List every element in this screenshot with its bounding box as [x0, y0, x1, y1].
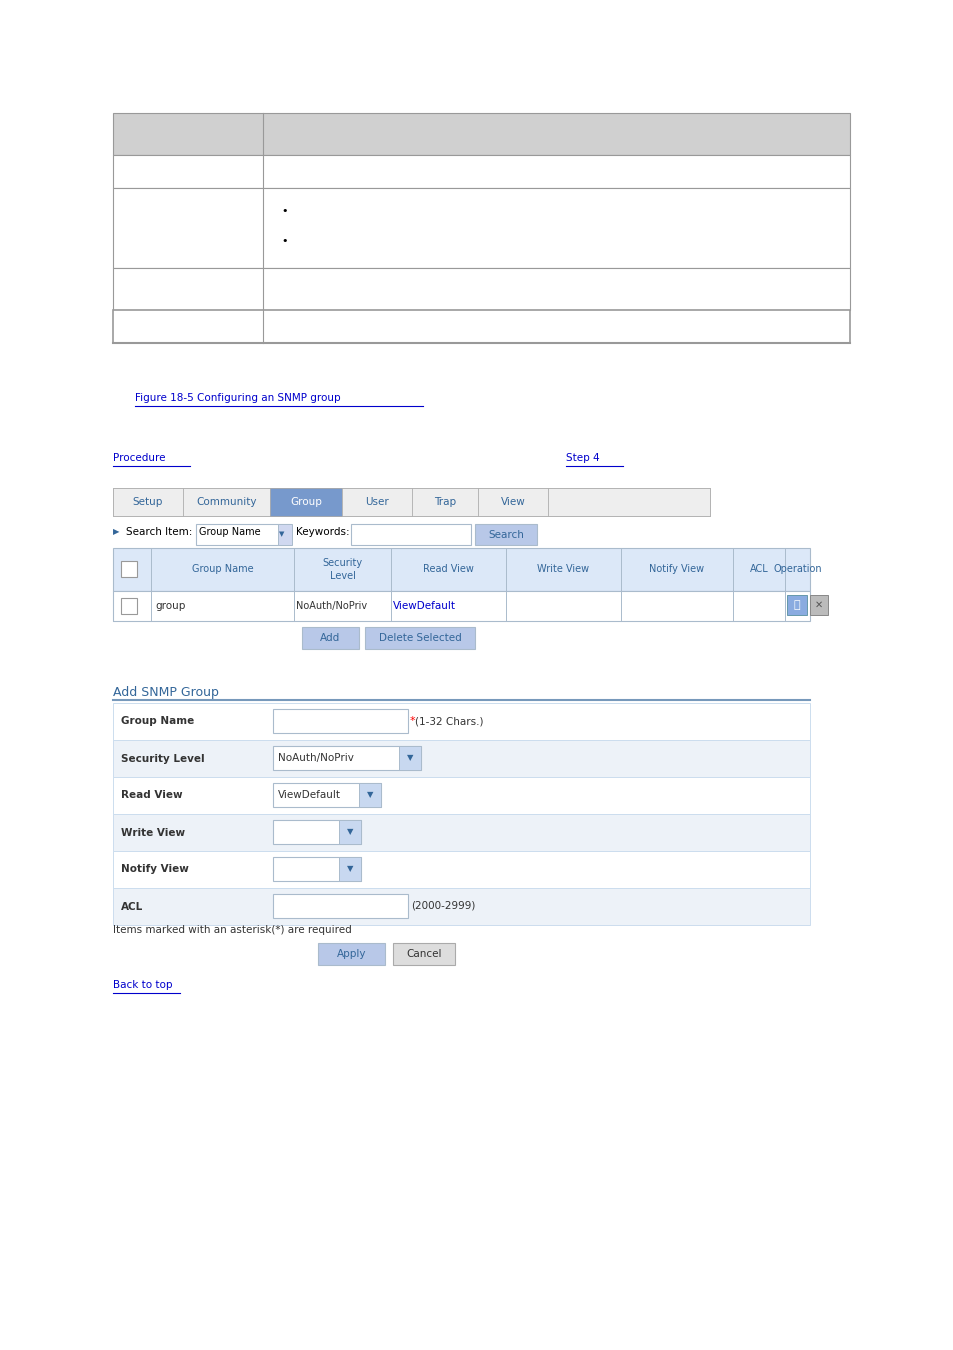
Bar: [112, 814, 809, 850]
Text: ACL: ACL: [749, 564, 767, 575]
Text: Add SNMP Group: Add SNMP Group: [112, 686, 218, 699]
Text: ▼: ▼: [366, 791, 373, 799]
Text: User: User: [365, 497, 389, 508]
Text: ✕: ✕: [814, 599, 822, 610]
Text: Items marked with an asterisk(*) are required: Items marked with an asterisk(*) are req…: [112, 925, 352, 936]
Text: Security Level: Security Level: [121, 753, 204, 764]
Text: Group: Group: [290, 497, 321, 508]
Bar: [273, 709, 408, 733]
Text: Notify View: Notify View: [121, 864, 189, 875]
Bar: [270, 487, 341, 516]
Text: Figure 18-5 Configuring an SNMP group: Figure 18-5 Configuring an SNMP group: [135, 393, 340, 404]
Bar: [302, 626, 358, 649]
Text: Trap: Trap: [434, 497, 456, 508]
Text: •: •: [281, 207, 287, 216]
Text: ▼: ▼: [346, 828, 353, 837]
Bar: [365, 626, 475, 649]
Text: Read View: Read View: [121, 791, 182, 801]
Text: *: *: [410, 716, 416, 726]
Bar: [273, 819, 360, 844]
Bar: [338, 819, 360, 844]
Text: Search: Search: [488, 529, 523, 540]
Bar: [112, 888, 809, 925]
Bar: [809, 595, 827, 616]
Bar: [341, 487, 412, 516]
Text: Notify View: Notify View: [649, 564, 704, 575]
Text: (2000-2999): (2000-2999): [411, 900, 475, 911]
Text: NoAuth/NoPriv: NoAuth/NoPriv: [295, 601, 367, 612]
Bar: [317, 944, 385, 965]
Text: ▼: ▼: [406, 753, 413, 763]
Text: Procedure: Procedure: [112, 454, 165, 463]
Bar: [112, 548, 809, 591]
Text: ⎘: ⎘: [793, 599, 800, 610]
Bar: [112, 155, 849, 188]
Bar: [121, 562, 137, 576]
Text: ▼: ▼: [279, 532, 284, 537]
Text: Group Name: Group Name: [121, 717, 194, 726]
Bar: [121, 598, 137, 614]
Bar: [273, 747, 420, 769]
Bar: [393, 944, 455, 965]
Text: Add: Add: [320, 633, 340, 643]
Text: Group Name: Group Name: [192, 564, 253, 575]
Bar: [112, 188, 849, 269]
Bar: [112, 740, 809, 778]
Bar: [112, 487, 183, 516]
Bar: [477, 487, 547, 516]
Text: Apply: Apply: [336, 949, 366, 958]
Bar: [358, 783, 380, 807]
Text: Back to top: Back to top: [112, 980, 172, 990]
Bar: [338, 857, 360, 882]
Text: Keywords:: Keywords:: [295, 526, 349, 537]
Bar: [277, 524, 292, 545]
Bar: [547, 487, 709, 516]
Text: group: group: [154, 601, 185, 612]
Text: ViewDefault: ViewDefault: [277, 790, 340, 801]
Text: Write View: Write View: [537, 564, 589, 575]
Text: Delete Selected: Delete Selected: [378, 633, 461, 643]
Bar: [351, 524, 471, 545]
Bar: [112, 591, 809, 621]
Text: ViewDefault: ViewDefault: [393, 601, 456, 612]
Bar: [273, 894, 408, 918]
Text: Cancel: Cancel: [406, 949, 441, 958]
Text: Security
Level: Security Level: [322, 559, 362, 580]
Bar: [786, 595, 806, 616]
Text: (1-32 Chars.): (1-32 Chars.): [415, 716, 483, 726]
Text: Operation: Operation: [772, 564, 821, 575]
Text: NoAuth/NoPriv: NoAuth/NoPriv: [277, 753, 354, 763]
Bar: [112, 487, 709, 516]
Bar: [273, 857, 360, 882]
Text: ▼: ▼: [346, 864, 353, 873]
Bar: [112, 703, 809, 740]
Text: Step 4: Step 4: [565, 454, 599, 463]
Text: Community: Community: [196, 497, 256, 508]
Bar: [112, 113, 849, 155]
Bar: [398, 747, 420, 769]
Bar: [183, 487, 270, 516]
Text: Read View: Read View: [422, 564, 474, 575]
Text: View: View: [500, 497, 525, 508]
Text: •: •: [281, 236, 287, 246]
Bar: [412, 487, 477, 516]
Bar: [112, 310, 849, 343]
Bar: [112, 850, 809, 888]
Text: ▶: ▶: [112, 526, 119, 536]
Text: Group Name: Group Name: [199, 526, 260, 537]
Bar: [195, 524, 291, 545]
Bar: [112, 269, 849, 311]
Bar: [112, 778, 809, 814]
Text: ACL: ACL: [121, 902, 143, 911]
Text: Write View: Write View: [121, 828, 185, 837]
Bar: [273, 783, 380, 807]
Bar: [475, 524, 537, 545]
Text: Search Item:: Search Item:: [126, 526, 193, 537]
Text: Setup: Setup: [132, 497, 163, 508]
